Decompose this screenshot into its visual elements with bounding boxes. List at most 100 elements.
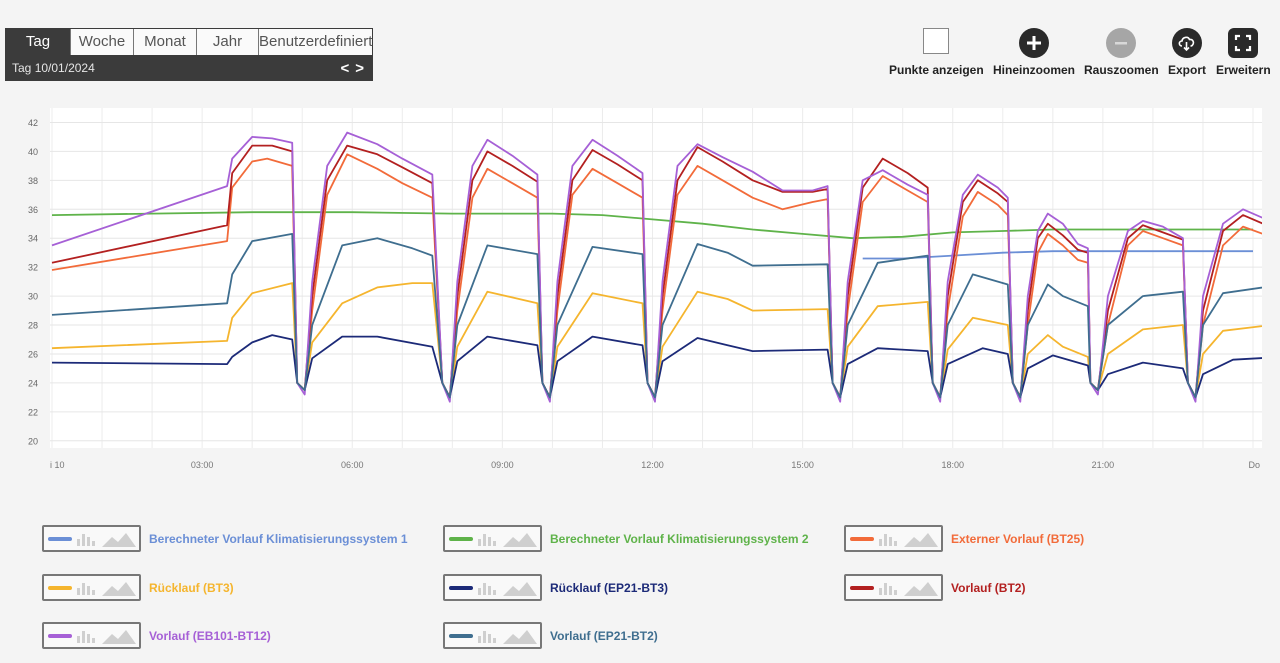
legend-label: Rücklauf (EP21-BT3) [550, 580, 669, 595]
y-tick-label: 34 [28, 234, 38, 244]
legend-label: Berechneter Vorlauf Klimatisierungssyste… [149, 531, 408, 546]
legend-item[interactable]: Berechneter Vorlauf Klimatisierungssyste… [42, 525, 408, 552]
area-chart-icon [904, 532, 938, 547]
x-tick-label: Do [1248, 460, 1260, 470]
legend-item[interactable]: Berechneter Vorlauf Klimatisierungssyste… [443, 525, 809, 552]
show-points-toggle[interactable]: Punkte anzeigen [889, 28, 984, 77]
legend-toggle-box[interactable] [443, 622, 542, 649]
x-tick-label: 18:00 [941, 460, 964, 470]
date-row: Tag 10/01/2024 < > [6, 55, 372, 81]
series-line[interactable] [51, 334, 1280, 399]
legend-label: Externer Vorlauf (BT25) [951, 531, 1085, 546]
legend-label: Vorlauf (BT2) [951, 580, 1026, 595]
date-row-label: Tag [12, 61, 32, 75]
x-tick-label: 12:00 [641, 460, 664, 470]
legend-toggle-box[interactable] [844, 574, 943, 601]
legend-color-swatch [449, 585, 473, 590]
period-selector: Tag Woche Monat Jahr Benutzerdefiniert T… [5, 28, 373, 81]
legend-item[interactable]: Vorlauf (EP21-BT2) [443, 622, 658, 649]
series-line[interactable] [51, 233, 1280, 399]
bar-chart-icon [879, 533, 897, 546]
legend-item[interactable]: Vorlauf (EB101-BT12) [42, 622, 271, 649]
y-tick-label: 38 [28, 176, 38, 186]
legend-color-swatch [850, 536, 874, 541]
area-chart-icon [904, 581, 938, 596]
y-tick-label: 24 [28, 378, 38, 388]
zoom-in-button[interactable]: Hineinzoomen [993, 28, 1075, 77]
area-chart-icon [102, 629, 136, 644]
area-chart-icon [503, 581, 537, 596]
fullscreen-icon [1228, 28, 1259, 58]
legend-color-swatch [850, 585, 874, 590]
tab-year[interactable]: Jahr [196, 29, 258, 55]
x-tick-label: i 10 [50, 460, 65, 470]
legend-color-swatch [48, 585, 72, 590]
legend-toggle-box[interactable] [42, 622, 141, 649]
zoom-in-label: Hineinzoomen [993, 63, 1076, 77]
next-arrow-icon[interactable]: > [355, 59, 364, 77]
x-tick-label: 09:00 [491, 460, 514, 470]
legend-item[interactable]: Rücklauf (EP21-BT3) [443, 574, 668, 601]
zoom-out-button[interactable]: Rauszoomen [1084, 28, 1159, 77]
y-tick-label: 32 [28, 263, 38, 273]
tab-day[interactable]: Tag [6, 29, 70, 55]
legend-item[interactable]: Vorlauf (BT2) [844, 574, 1025, 601]
tab-custom[interactable]: Benutzerdefiniert [258, 29, 372, 55]
tab-week[interactable]: Woche [70, 29, 133, 55]
legend-label: Vorlauf (EB101-BT12) [149, 628, 271, 643]
x-tick-label: 15:00 [791, 460, 814, 470]
legend-toggle-box[interactable] [42, 574, 141, 601]
area-chart-icon [102, 532, 136, 547]
export-label: Export [1168, 63, 1207, 77]
cloud-download-icon [1172, 28, 1202, 58]
temperature-line-chart[interactable]: 20 22 24 26 28 30 32 34 36 38 40 42 i 10 03:00 06:00 09… [0, 98, 1280, 478]
previous-arrow-icon[interactable]: < [340, 59, 350, 77]
legend-toggle-box[interactable] [844, 525, 943, 552]
show-points-checkbox[interactable] [923, 28, 950, 54]
expand-label: Erweitern [1216, 63, 1271, 77]
series-line[interactable] [51, 282, 1280, 399]
current-date: 10/01/2024 [34, 61, 95, 75]
legend-color-swatch [48, 536, 72, 541]
expand-button[interactable]: Erweitern [1216, 28, 1271, 77]
y-tick-label: 20 [28, 436, 38, 446]
area-chart-icon [503, 629, 537, 644]
x-tick-label: 03:00 [191, 460, 214, 470]
legend-item[interactable]: Rücklauf (BT3) [42, 574, 234, 601]
legend-label: Berechneter Vorlauf Klimatisierungssyste… [550, 531, 809, 546]
x-tick-label: 21:00 [1092, 460, 1115, 470]
y-tick-label: 42 [28, 118, 38, 128]
y-tick-label: 26 [28, 349, 38, 359]
bar-chart-icon [478, 533, 496, 546]
legend-color-swatch [449, 633, 473, 638]
period-tabs: Tag Woche Monat Jahr Benutzerdefiniert [6, 29, 372, 55]
y-tick-label: 36 [28, 205, 38, 215]
zoom-out-label: Rauszoomen [1084, 63, 1159, 77]
show-points-label: Punkte anzeigen [889, 63, 984, 77]
legend-color-swatch [48, 633, 72, 638]
legend-toggle-box[interactable] [443, 525, 542, 552]
area-chart-icon [102, 581, 136, 596]
legend-toggle-box[interactable] [42, 525, 141, 552]
bar-chart-icon [879, 582, 897, 595]
y-tick-label: 30 [28, 292, 38, 302]
legend-color-swatch [449, 536, 473, 541]
legend-toggle-box[interactable] [443, 574, 542, 601]
area-chart-icon [503, 532, 537, 547]
bar-chart-icon [77, 630, 95, 643]
series-line[interactable] [51, 211, 1253, 240]
minus-icon [1106, 28, 1137, 58]
bar-chart-icon [478, 582, 496, 595]
legend-label: Rücklauf (BT3) [149, 580, 234, 595]
plus-icon [1019, 28, 1049, 58]
export-button[interactable]: Export [1168, 28, 1206, 77]
tab-month[interactable]: Monat [133, 29, 196, 55]
y-tick-label: 40 [28, 147, 38, 157]
legend-item[interactable]: Externer Vorlauf (BT25) [844, 525, 1084, 552]
x-tick-label: 06:00 [341, 460, 364, 470]
legend-label: Vorlauf (EP21-BT2) [550, 628, 658, 643]
bar-chart-icon [478, 630, 496, 643]
y-tick-label: 28 [28, 321, 38, 331]
y-tick-label: 22 [28, 407, 38, 417]
bar-chart-icon [77, 533, 95, 546]
